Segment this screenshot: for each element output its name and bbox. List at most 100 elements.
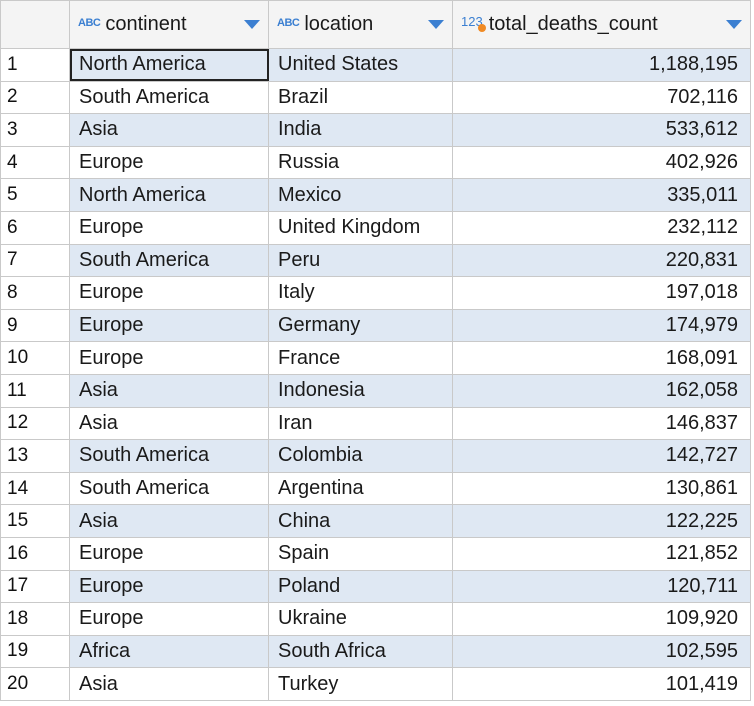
column-header-continent[interactable]: ABC continent: [69, 0, 269, 49]
row-number[interactable]: 5: [0, 178, 70, 212]
cell-continent[interactable]: Europe: [69, 341, 269, 375]
row-number[interactable]: 12: [0, 406, 70, 441]
cell-continent[interactable]: Asia: [69, 113, 269, 147]
row-number[interactable]: 20: [0, 667, 70, 701]
row-number[interactable]: 14: [0, 471, 70, 506]
cell-continent[interactable]: South America: [69, 471, 269, 506]
cell-location[interactable]: Poland: [268, 569, 453, 604]
cell-total-deaths-count[interactable]: 146,837: [452, 406, 751, 441]
cell-location[interactable]: Germany: [268, 308, 453, 343]
cell-location[interactable]: France: [268, 341, 453, 375]
table-row[interactable]: 11 Asia Indonesia 162,058: [0, 373, 751, 408]
table-row[interactable]: 2 South America Brazil 702,116: [0, 80, 751, 115]
row-number[interactable]: 4: [0, 145, 70, 180]
cell-total-deaths-count[interactable]: 1,188,195: [452, 48, 751, 82]
cell-total-deaths-count[interactable]: 120,711: [452, 569, 751, 604]
table-row[interactable]: 13 South America Colombia 142,727: [0, 439, 751, 473]
row-number[interactable]: 6: [0, 210, 70, 245]
row-number[interactable]: 13: [0, 439, 70, 473]
cell-location[interactable]: United Kingdom: [268, 210, 453, 245]
cell-continent[interactable]: South America: [69, 80, 269, 115]
column-header-location[interactable]: ABC location: [268, 0, 453, 49]
row-number[interactable]: 3: [0, 113, 70, 147]
cell-continent[interactable]: Europe: [69, 145, 269, 180]
row-number[interactable]: 9: [0, 308, 70, 343]
cell-continent[interactable]: Africa: [69, 634, 269, 669]
row-number[interactable]: 15: [0, 504, 70, 538]
corner-cell[interactable]: [0, 0, 70, 49]
cell-location[interactable]: Peru: [268, 243, 453, 278]
row-number[interactable]: 2: [0, 80, 70, 115]
sort-dropdown-icon[interactable]: [428, 20, 444, 29]
row-number[interactable]: 19: [0, 634, 70, 669]
column-header-total-deaths-count[interactable]: 123 total_deaths_count: [452, 0, 751, 49]
cell-total-deaths-count[interactable]: 130,861: [452, 471, 751, 506]
cell-total-deaths-count[interactable]: 142,727: [452, 439, 751, 473]
cell-continent[interactable]: Asia: [69, 373, 269, 408]
table-row[interactable]: 19 Africa South Africa 102,595: [0, 634, 751, 669]
cell-continent[interactable]: Asia: [69, 504, 269, 538]
cell-continent[interactable]: Europe: [69, 602, 269, 636]
cell-location[interactable]: South Africa: [268, 634, 453, 669]
table-row[interactable]: 1 North America United States 1,188,195: [0, 48, 751, 82]
table-row[interactable]: 5 North America Mexico 335,011: [0, 178, 751, 212]
cell-location[interactable]: Spain: [268, 536, 453, 571]
cell-total-deaths-count[interactable]: 101,419: [452, 667, 751, 701]
table-row[interactable]: 4 Europe Russia 402,926: [0, 145, 751, 180]
cell-total-deaths-count[interactable]: 220,831: [452, 243, 751, 278]
cell-continent[interactable]: Europe: [69, 569, 269, 604]
cell-total-deaths-count[interactable]: 232,112: [452, 210, 751, 245]
cell-total-deaths-count[interactable]: 702,116: [452, 80, 751, 115]
table-row[interactable]: 10 Europe France 168,091: [0, 341, 751, 375]
cell-location[interactable]: Mexico: [268, 178, 453, 212]
cell-total-deaths-count[interactable]: 109,920: [452, 602, 751, 636]
cell-location[interactable]: Brazil: [268, 80, 453, 115]
cell-continent[interactable]: South America: [69, 439, 269, 473]
table-row[interactable]: 6 Europe United Kingdom 232,112: [0, 210, 751, 245]
table-row[interactable]: 18 Europe Ukraine 109,920: [0, 602, 751, 636]
row-number[interactable]: 11: [0, 373, 70, 408]
cell-continent[interactable]: South America: [69, 243, 269, 278]
table-row[interactable]: 8 Europe Italy 197,018: [0, 276, 751, 310]
row-number[interactable]: 17: [0, 569, 70, 604]
cell-total-deaths-count[interactable]: 168,091: [452, 341, 751, 375]
cell-location[interactable]: Indonesia: [268, 373, 453, 408]
cell-total-deaths-count[interactable]: 102,595: [452, 634, 751, 669]
cell-location[interactable]: Iran: [268, 406, 453, 441]
cell-total-deaths-count[interactable]: 402,926: [452, 145, 751, 180]
cell-continent[interactable]: Europe: [69, 210, 269, 245]
row-number[interactable]: 10: [0, 341, 70, 375]
cell-total-deaths-count[interactable]: 174,979: [452, 308, 751, 343]
cell-continent[interactable]: North America: [69, 48, 269, 82]
cell-location[interactable]: China: [268, 504, 453, 538]
cell-continent[interactable]: Asia: [69, 667, 269, 701]
table-row[interactable]: 20 Asia Turkey 101,419: [0, 667, 751, 701]
sort-dropdown-icon[interactable]: [726, 20, 742, 29]
table-row[interactable]: 14 South America Argentina 130,861: [0, 471, 751, 506]
row-number[interactable]: 1: [0, 48, 70, 82]
cell-continent[interactable]: Europe: [69, 308, 269, 343]
cell-location[interactable]: United States: [268, 48, 453, 82]
table-row[interactable]: 9 Europe Germany 174,979: [0, 308, 751, 343]
cell-total-deaths-count[interactable]: 121,852: [452, 536, 751, 571]
cell-location[interactable]: Russia: [268, 145, 453, 180]
row-number[interactable]: 16: [0, 536, 70, 571]
cell-continent[interactable]: North America: [69, 178, 269, 212]
table-row[interactable]: 3 Asia India 533,612: [0, 113, 751, 147]
row-number[interactable]: 7: [0, 243, 70, 278]
cell-location[interactable]: Italy: [268, 276, 453, 310]
cell-location[interactable]: Turkey: [268, 667, 453, 701]
cell-location[interactable]: Ukraine: [268, 602, 453, 636]
cell-location[interactable]: Colombia: [268, 439, 453, 473]
table-row[interactable]: 12 Asia Iran 146,837: [0, 406, 751, 441]
table-row[interactable]: 7 South America Peru 220,831: [0, 243, 751, 278]
cell-total-deaths-count[interactable]: 335,011: [452, 178, 751, 212]
cell-location[interactable]: Argentina: [268, 471, 453, 506]
row-number[interactable]: 18: [0, 602, 70, 636]
table-row[interactable]: 15 Asia China 122,225: [0, 504, 751, 538]
cell-total-deaths-count[interactable]: 122,225: [452, 504, 751, 538]
cell-total-deaths-count[interactable]: 197,018: [452, 276, 751, 310]
sort-dropdown-icon[interactable]: [244, 20, 260, 29]
cell-continent[interactable]: Europe: [69, 276, 269, 310]
cell-continent[interactable]: Asia: [69, 406, 269, 441]
